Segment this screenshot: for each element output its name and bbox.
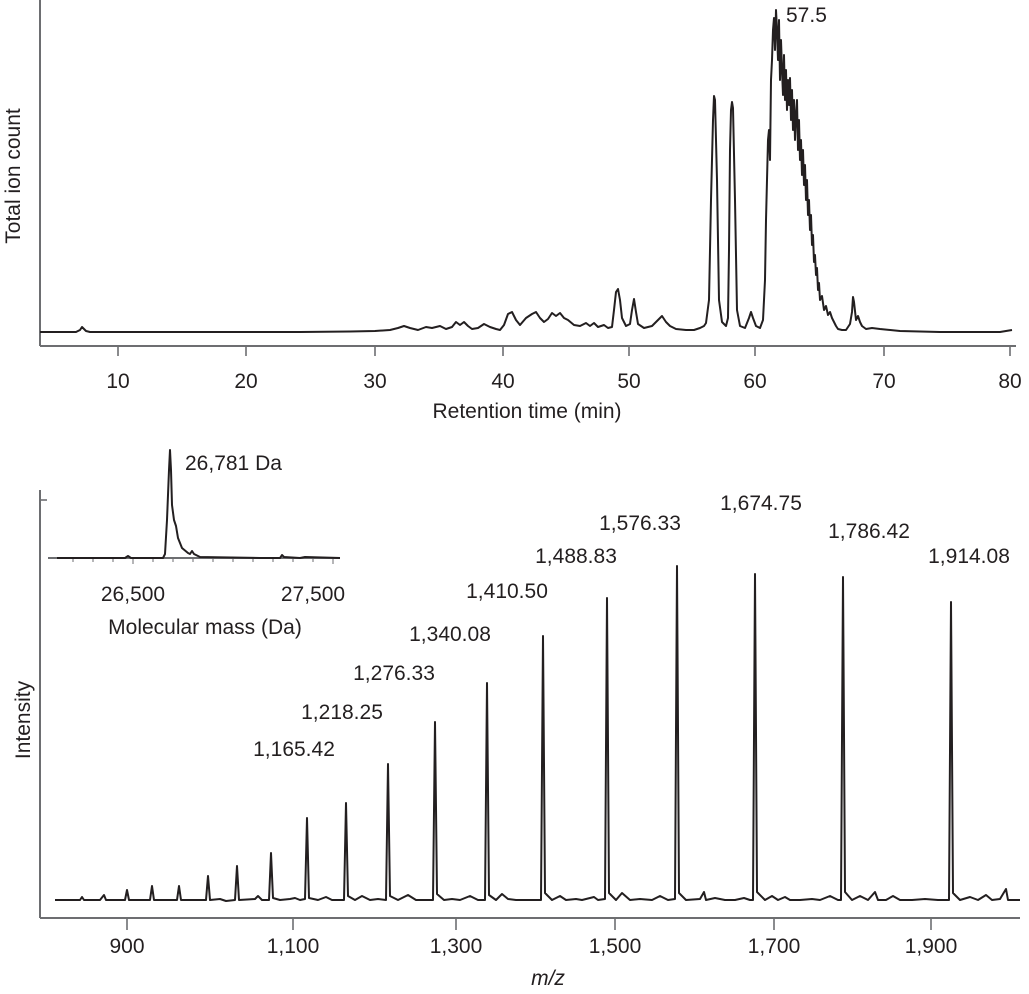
ms-x-tick-labels: 900 1,100 1,300 1,500 1,700 1,900: [109, 935, 957, 958]
ms-x-axis-title: m/z: [531, 967, 565, 990]
ms-peak-labels: 1,165.42 1,218.25 1,276.33 1,340.08 1,41…: [253, 492, 1010, 761]
svg-text:60: 60: [743, 370, 766, 393]
svg-text:80: 80: [998, 370, 1021, 393]
tic-y-axis-title: Total ion count: [2, 108, 25, 244]
inset-x-axis-title: Molecular mass (Da): [108, 616, 302, 639]
peak-label: 1,914.08: [928, 545, 1010, 568]
tic-apex-label: 57.5: [786, 4, 827, 27]
inset-trace: [57, 449, 341, 559]
ms-y-axis-title: Intensity: [12, 680, 35, 759]
svg-text:10: 10: [106, 370, 129, 393]
svg-text:20: 20: [234, 370, 257, 393]
inset-peak-label: 26,781 Da: [185, 452, 282, 475]
peak-label: 1,786.42: [828, 520, 910, 543]
svg-text:900: 900: [109, 935, 144, 958]
inset-tick-label: 27,500: [281, 583, 345, 606]
tic-x-ticks: [117, 346, 1011, 356]
svg-text:70: 70: [872, 370, 895, 393]
inset-tick-label: 26,500: [101, 583, 165, 606]
svg-text:1,500: 1,500: [589, 935, 642, 958]
svg-text:40: 40: [491, 370, 514, 393]
ms-baseline: [55, 565, 1020, 902]
svg-text:1,700: 1,700: [748, 935, 801, 958]
svg-text:1,900: 1,900: [905, 935, 958, 958]
peak-label: 1,165.42: [253, 738, 335, 761]
peak-label: 1,218.25: [301, 701, 383, 724]
peak-label: 1,276.33: [353, 662, 435, 685]
ms-x-ticks: [126, 918, 932, 930]
svg-text:1,100: 1,100: [267, 935, 320, 958]
svg-text:50: 50: [617, 370, 640, 393]
tic-x-tick-labels: 10 20 30 40 50 60 70 80: [106, 370, 1021, 393]
ms-chart: 900 1,100 1,300 1,500 1,700 1,900 m/z In…: [12, 490, 1020, 990]
tic-chart: 10 20 30 40 50 60 70 80 Retention time (…: [2, 0, 1022, 423]
tic-trace: [40, 9, 1013, 333]
inset-chart: 26,500 27,500 Molecular mass (Da) 26,781…: [48, 449, 345, 639]
tic-x-axis-title: Retention time (min): [432, 400, 621, 423]
svg-text:30: 30: [363, 370, 386, 393]
peak-label: 1,576.33: [599, 512, 681, 535]
peak-label: 1,674.75: [720, 492, 802, 515]
peak-label: 1,410.50: [466, 580, 548, 603]
peak-label: 1,488.83: [535, 545, 617, 568]
svg-text:1,300: 1,300: [430, 935, 483, 958]
peak-label: 1,340.08: [409, 623, 491, 646]
